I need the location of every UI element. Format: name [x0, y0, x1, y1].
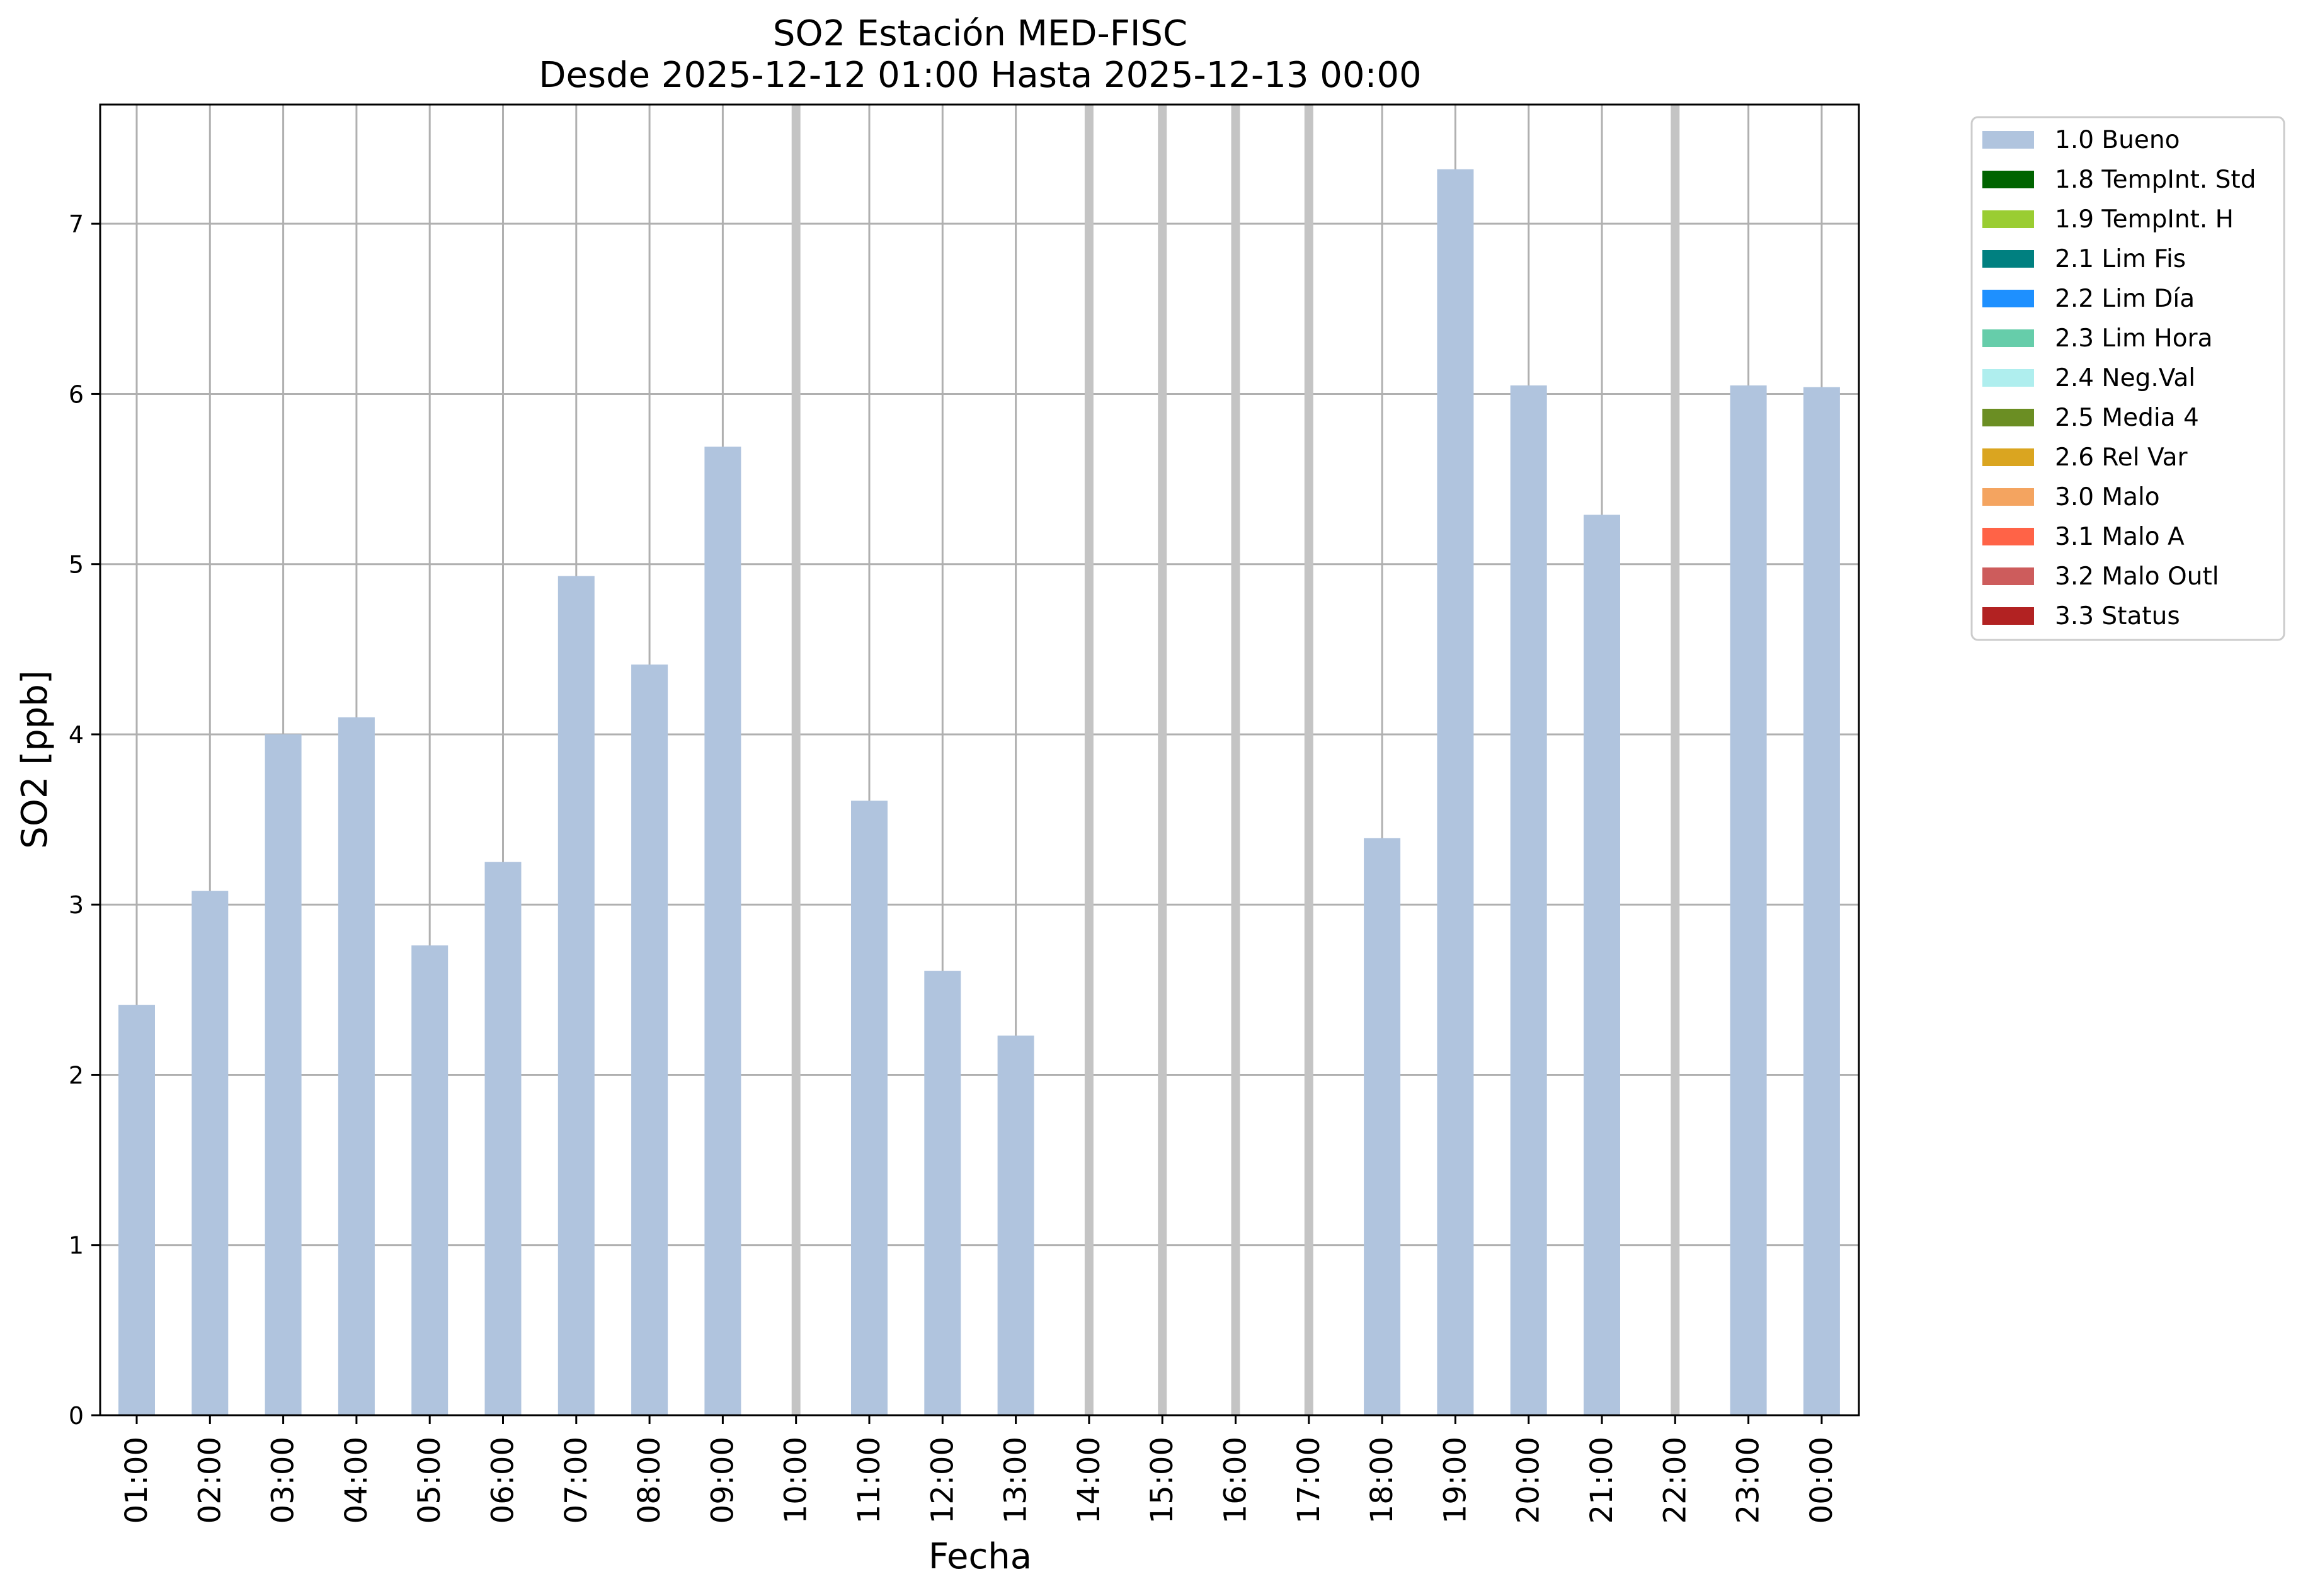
bar-1300 [997, 1035, 1034, 1415]
x-tick-label: 03:00 [266, 1437, 301, 1524]
y-tick-label: 5 [69, 551, 84, 579]
legend-swatch [1982, 607, 2034, 625]
legend-swatch [1982, 369, 2034, 387]
x-axis: 01:00 02:00 03:00 04:00 05:00 06:00 07:00 08:00… [119, 1415, 1839, 1524]
x-tick-label: 02:00 [192, 1437, 227, 1524]
x-tick-label: 18:00 [1364, 1437, 1400, 1524]
legend-swatch [1982, 131, 2034, 149]
legend-swatch [1982, 210, 2034, 228]
x-tick-label: 01:00 [119, 1437, 154, 1524]
legend-label: 2.6 Rel Var [2055, 443, 2188, 472]
x-tick-label: 00:00 [1804, 1437, 1839, 1524]
bar-0100 [118, 1005, 155, 1415]
bar-0600 [484, 862, 522, 1415]
x-tick-label: 11:00 [852, 1437, 887, 1524]
y-tick-label: 7 [69, 210, 84, 238]
x-tick-label: 21:00 [1584, 1437, 1620, 1524]
legend: 1.0 Bueno 1.8 TempInt. Std 1.9 TempInt. H 2… [1970, 116, 2285, 641]
bar-2100 [1584, 515, 1620, 1416]
x-tick-label: 16:00 [1218, 1437, 1254, 1524]
bar-0700 [557, 576, 595, 1415]
plot-frame [99, 103, 1860, 1416]
legend-label: 2.3 Lim Hora [2055, 324, 2213, 353]
bar-1900 [1437, 169, 1474, 1415]
x-tick-label: 17:00 [1291, 1437, 1327, 1524]
bar-0000 [1803, 387, 1840, 1416]
legend-label: 1.9 TempInt. H [2055, 205, 2234, 234]
y-tick-label: 1 [69, 1232, 84, 1260]
x-tick-label: 12:00 [925, 1437, 960, 1524]
bar-0800 [631, 664, 668, 1415]
bar-1800 [1364, 838, 1401, 1415]
legend-swatch [1982, 250, 2034, 268]
x-tick-label: 22:00 [1657, 1437, 1693, 1524]
legend-label: 2.1 Lim Fis [2055, 245, 2186, 273]
bar-0900 [704, 447, 741, 1415]
bar-2300 [1730, 385, 1767, 1415]
legend-label: 3.2 Malo Outl [2055, 562, 2219, 591]
x-tick-label: 08:00 [632, 1437, 667, 1524]
x-tick-label: 10:00 [779, 1437, 814, 1524]
bar-group [118, 169, 1840, 1416]
x-tick-label: 05:00 [412, 1437, 447, 1524]
legend-label: 1.0 Bueno [2055, 126, 2180, 154]
legend-label: 3.1 Malo A [2055, 523, 2185, 551]
y-tick-label: 6 [69, 380, 84, 408]
y-tick-label: 4 [69, 721, 84, 749]
legend-label: 3.3 Status [2055, 602, 2180, 630]
y-axis-label: SO2 [ppb] [14, 670, 55, 848]
legend-swatch [1982, 290, 2034, 307]
x-tick-label: 23:00 [1731, 1437, 1766, 1524]
x-tick-label: 14:00 [1071, 1437, 1107, 1524]
x-tick-label: 15:00 [1145, 1437, 1180, 1524]
legend-swatch [1982, 528, 2034, 545]
legend-label: 2.4 Neg.Val [2055, 364, 2195, 392]
bar-1100 [851, 801, 888, 1415]
y-tick-label: 3 [69, 891, 84, 919]
x-tick-label: 13:00 [998, 1437, 1034, 1524]
legend-swatch [1982, 329, 2034, 347]
bar-0400 [338, 717, 375, 1415]
legend-frame [1970, 116, 2285, 641]
bar-0500 [411, 945, 449, 1415]
x-tick-label: 04:00 [339, 1437, 374, 1524]
bar-2000 [1510, 385, 1547, 1415]
legend-swatch [1982, 409, 2034, 426]
legend-label: 2.5 Media 4 [2055, 404, 2199, 432]
x-axis-label: Fecha [929, 1536, 1032, 1577]
x-tick-label: 09:00 [705, 1437, 740, 1524]
legend-swatch [1982, 448, 2034, 466]
legend-swatch [1982, 171, 2034, 188]
legend-label: 3.0 Malo [2055, 483, 2160, 511]
legend-label: 1.8 TempInt. Std [2055, 166, 2256, 194]
x-tick-label: 06:00 [486, 1437, 521, 1524]
bar-0300 [265, 734, 302, 1415]
chart-subtitle: Desde 2025-12-12 01:00 Hasta 2025-12-13 … [539, 55, 1421, 96]
bar-0200 [191, 891, 229, 1415]
y-tick-label: 2 [69, 1061, 84, 1089]
x-tick-label: 07:00 [559, 1437, 594, 1524]
legend-swatch [1982, 567, 2034, 585]
y-tick-label: 0 [69, 1402, 84, 1430]
y-axis: 0 1 2 3 4 5 6 7 [69, 210, 100, 1430]
x-tick-label: 20:00 [1511, 1437, 1546, 1524]
bar-1200 [924, 971, 961, 1415]
chart-title: SO2 Estación MED-FISC [773, 13, 1187, 54]
legend-swatch [1982, 488, 2034, 506]
x-tick-label: 19:00 [1437, 1437, 1473, 1524]
legend-label: 2.2 Lim Día [2055, 285, 2195, 313]
